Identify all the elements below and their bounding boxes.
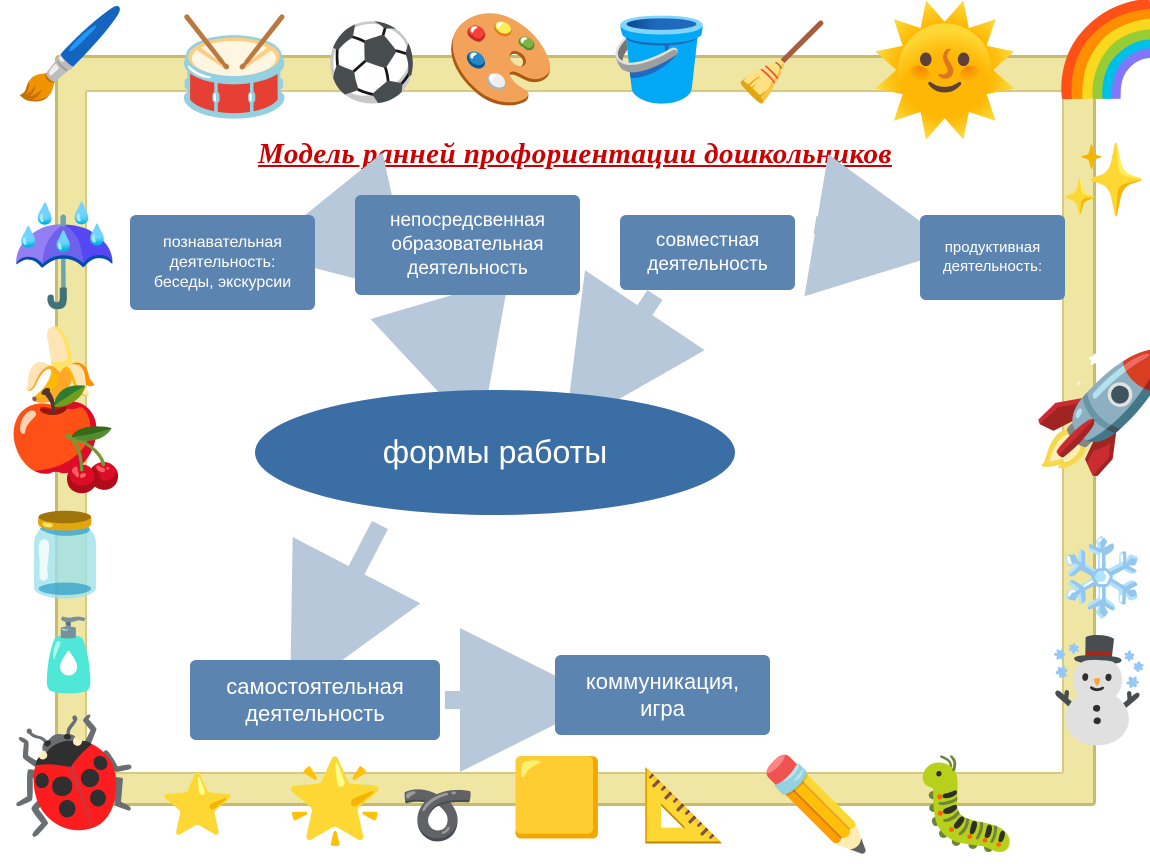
- tube-icon: 🧴: [25, 620, 112, 690]
- palette-icon: 🎨: [445, 15, 557, 105]
- node-forms: формы работы: [255, 390, 735, 515]
- node-cognitive: познавательная деятельность: беседы, экс…: [130, 215, 315, 310]
- drum-icon: 🥁: [175, 20, 293, 115]
- page-title: Модель ранней профориентации дошкольнико…: [0, 138, 1150, 171]
- brushes-icon: 🖌️: [15, 10, 127, 100]
- beads-icon: ➰: [400, 785, 475, 845]
- bucket-icon: 🪣: [610, 20, 710, 100]
- node-productive: продуктивная деятельность:: [920, 215, 1065, 300]
- star-icon: ⭐: [160, 775, 235, 835]
- stage: 🖌️🥁⚽🎨🪣🧹🌞🌈✨☔🍌🍎🍒🫙🧴🐞⭐🌟➰🟨📐✏️🐛🚀❄️☃️ Модель ра…: [0, 0, 1150, 864]
- block-icon: 🟨: [510, 760, 603, 835]
- cherry-icon: 🍒: [55, 430, 130, 490]
- node-independent: самостоятельная деятельность: [190, 660, 440, 740]
- star2-icon: 🌟: [285, 760, 385, 840]
- pencils-icon: ✏️: [760, 760, 872, 850]
- pot-icon: 🫙: [15, 515, 115, 595]
- ball-icon: ⚽: [325, 25, 418, 100]
- ladybug-icon: 🐞: [0, 720, 143, 835]
- stripes-icon: 🌈: [1050, 5, 1150, 95]
- compass-icon: 📐: [640, 770, 727, 840]
- node-communication: коммуникация, игра: [555, 655, 770, 735]
- sun-icon: 🌞: [870, 10, 1019, 130]
- umbrella-icon: ☔: [5, 210, 123, 305]
- snowman-icon: ☃️: [1035, 640, 1150, 740]
- rocket-icon: 🚀: [1030, 355, 1150, 470]
- node-joint: совместная деятельность: [620, 215, 795, 290]
- worm-icon: 🐛: [910, 760, 1022, 850]
- node-direct_edu: непосредсвенная образовательная деятельн…: [355, 195, 580, 295]
- snow-icon: ❄️: [1055, 540, 1148, 615]
- shovel-icon: 🧹: [735, 25, 828, 100]
